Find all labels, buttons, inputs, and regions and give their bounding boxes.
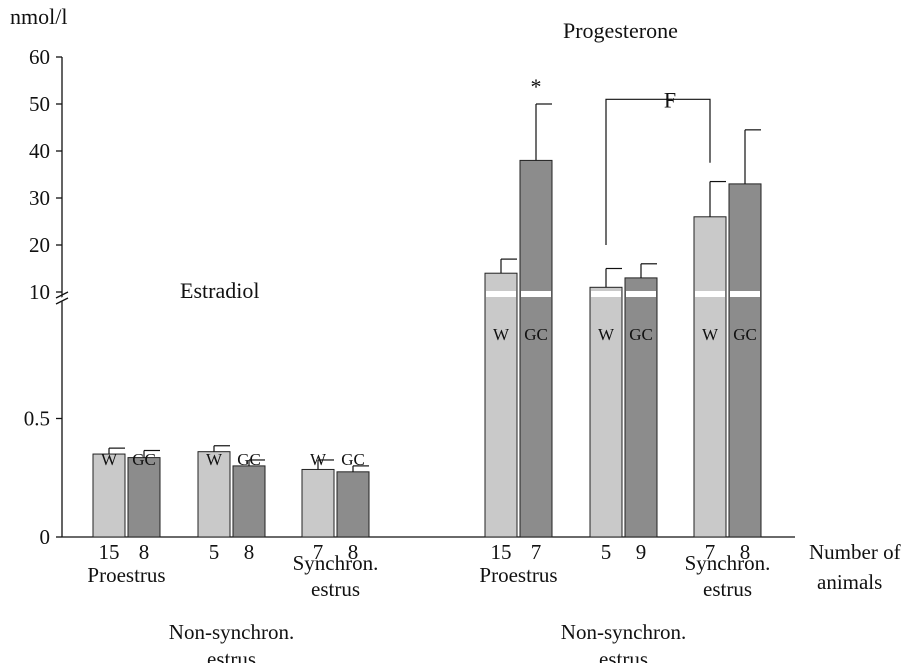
axis-break-gap	[55, 295, 69, 304]
group-label: Proestrus	[479, 563, 557, 587]
n-label: 5	[601, 540, 612, 564]
n-label: 5	[209, 540, 220, 564]
group-label: Synchron.	[685, 551, 771, 575]
n-label: 8	[740, 540, 751, 564]
n-label: 15	[99, 540, 120, 564]
bar-gc	[624, 277, 658, 538]
bar-label-gc: GC	[733, 325, 757, 344]
y-tick-label: 50	[29, 92, 50, 116]
axes: 0 0.5 10 20 30 40 50 60	[24, 45, 795, 549]
bar-label-gc: GC	[629, 325, 653, 344]
bar-w	[301, 468, 335, 538]
group-label: Non-synchron.	[561, 620, 686, 644]
group-label: estrus	[599, 647, 648, 663]
y-tick-label: 10	[29, 280, 50, 304]
group-label: estrus	[207, 647, 256, 663]
n-label: 8	[139, 540, 150, 564]
bar-gc	[728, 183, 762, 538]
axis-break-mark	[55, 291, 69, 299]
bar-break-gap	[591, 291, 621, 297]
axis-break-mark	[55, 297, 69, 305]
bar-label-gc: GC	[524, 325, 548, 344]
y-tick-label: 60	[29, 45, 50, 69]
group-label: estrus	[311, 577, 360, 601]
bar-w	[589, 286, 623, 538]
y-tick-label: 0	[40, 525, 51, 549]
n-label: 9	[636, 540, 647, 564]
bar-label-w: W	[702, 325, 719, 344]
group-label: estrus	[703, 577, 752, 601]
n-label: 7	[531, 540, 542, 564]
bar-w	[693, 216, 727, 538]
n-label-line-2: animals	[817, 570, 882, 594]
n-label: 8	[348, 540, 359, 564]
bar-break-gap	[486, 291, 516, 297]
bar-gc	[232, 465, 266, 538]
bar-w	[484, 272, 518, 538]
significance-bracket-left	[605, 98, 672, 245]
y-axis-unit-label: nmol/l	[10, 4, 67, 29]
hormone-title-progesterone: Progesterone	[563, 18, 678, 43]
y-tick-label: 40	[29, 139, 50, 163]
bar-label-gc: GC	[132, 450, 156, 469]
group-label: Synchron.	[293, 551, 379, 575]
significance-asterisk: *	[531, 74, 542, 99]
bar-gc	[127, 457, 161, 538]
bar-label-w: W	[598, 325, 615, 344]
bar-break-gap	[626, 291, 656, 297]
bar-label-w: W	[310, 450, 327, 469]
n-label: 7	[705, 540, 716, 564]
significance-bracket-label: F	[664, 87, 676, 112]
bar-label-gc: GC	[341, 450, 365, 469]
n-label: 7	[313, 540, 324, 564]
bar-label-w: W	[101, 450, 118, 469]
n-label: 15	[491, 540, 512, 564]
bars: W GC W GC W GC W GC W GC W GC	[92, 103, 762, 538]
bar-label-gc: GC	[237, 450, 261, 469]
y-tick-label: 30	[29, 186, 50, 210]
n-label: 8	[244, 540, 255, 564]
bar-label-w: W	[206, 450, 223, 469]
group-label: Proestrus	[87, 563, 165, 587]
significance-bracket-right	[666, 98, 711, 163]
bar-w	[197, 451, 231, 538]
annotations: *F	[531, 74, 711, 245]
bar-break-gap	[695, 291, 725, 297]
y-tick-label: 20	[29, 233, 50, 257]
group-label: Non-synchron.	[169, 620, 294, 644]
bar-break-gap	[521, 291, 551, 297]
n-label-line-1: Number of	[809, 540, 901, 564]
bar-label-w: W	[493, 325, 510, 344]
y-tick-label: 0.5	[24, 407, 50, 431]
hormone-title-estradiol: Estradiol	[180, 278, 259, 303]
bar-gc	[519, 159, 553, 538]
bar-gc	[336, 471, 370, 538]
bar-break-gap	[730, 291, 760, 297]
